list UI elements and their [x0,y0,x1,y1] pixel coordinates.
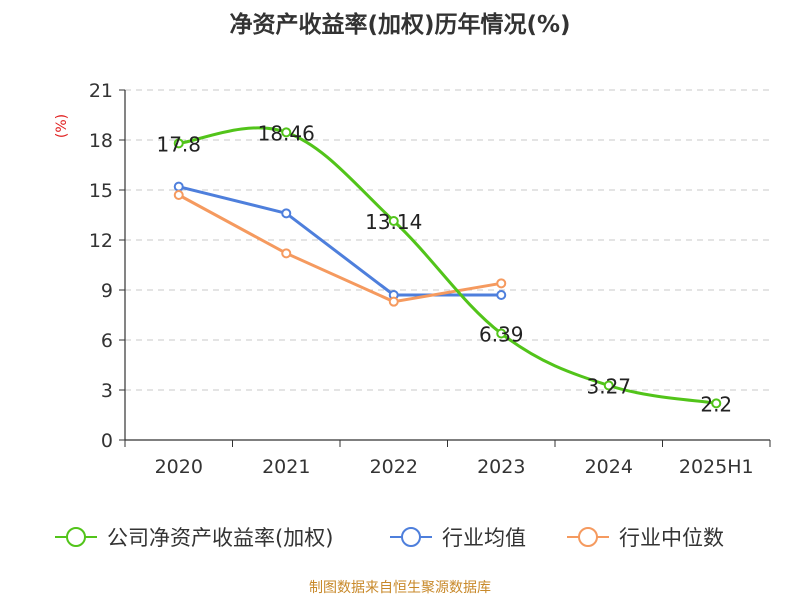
legend-marker [578,527,598,547]
legend: 公司净资产收益率(加权) 行业均值 行业中位数 [55,526,724,550]
y-tick-label: 0 [101,430,113,452]
y-axis-unit-label: (%) [54,114,70,138]
series-line-1 [178,185,502,297]
data-point [173,190,184,200]
data-point [603,380,614,391]
x-tick-label: 2023 [477,456,525,478]
data-point [496,290,507,300]
y-tick-label: 3 [101,380,113,402]
legend-marker [66,527,86,547]
data-point [281,127,292,138]
data-label: 13.14 [365,210,422,234]
series-line-2 [178,193,502,304]
series-layer [173,126,722,409]
grid-lines [125,89,770,391]
data-label: 6.39 [479,323,524,347]
data-point [496,278,507,289]
data-label: 3.27 [586,375,631,399]
legend-item-2: 行业中位数 [567,526,724,550]
data-label: 2.2 [700,392,732,416]
series-line-0 [178,126,717,405]
data-point [173,138,184,149]
data-point [496,328,507,339]
data-point [711,398,722,409]
legend-marker [401,527,421,547]
y-tick-label: 9 [101,280,113,302]
y-tick-label: 21 [89,80,113,102]
series-1 [173,181,507,300]
data-point [173,181,184,192]
data-labels: 17.8 18.46 13.14 6.39 3.27 2.2 [156,121,732,416]
x-tick-label: 2024 [585,456,633,478]
legend-label: 行业均值 [442,526,526,550]
axes: 0 3 6 9 12 15 18 21 2020 2021 2022 2023 2024 2025H1 [89,80,771,478]
y-tick-label: 12 [89,230,113,252]
data-label: 18.46 [258,121,315,145]
legend-item-1: 行业均值 [390,526,526,550]
x-tick-label: 2020 [155,456,203,478]
data-point [281,248,292,259]
legend-item-0: 公司净资产收益率(加权) [55,526,333,550]
x-tick-label: 2022 [370,456,418,478]
data-label: 17.8 [156,132,201,156]
source-note: 制图数据来自恒生聚源数据库 [309,580,491,596]
y-tick-label: 6 [101,330,113,352]
y-tick-label: 15 [89,180,113,202]
data-point [388,296,399,307]
x-tick-label: 2021 [262,456,310,478]
data-point [388,216,399,226]
legend-label: 公司净资产收益率(加权) [107,526,333,550]
legend-label: 行业中位数 [619,526,724,550]
series-0 [173,126,722,409]
data-point [281,208,292,219]
y-tick-label: 18 [89,130,113,152]
x-tick-label: 2025H1 [679,456,754,478]
chart-title: 净资产收益率(加权)历年情况(%) [229,11,570,38]
series-2 [173,190,507,307]
